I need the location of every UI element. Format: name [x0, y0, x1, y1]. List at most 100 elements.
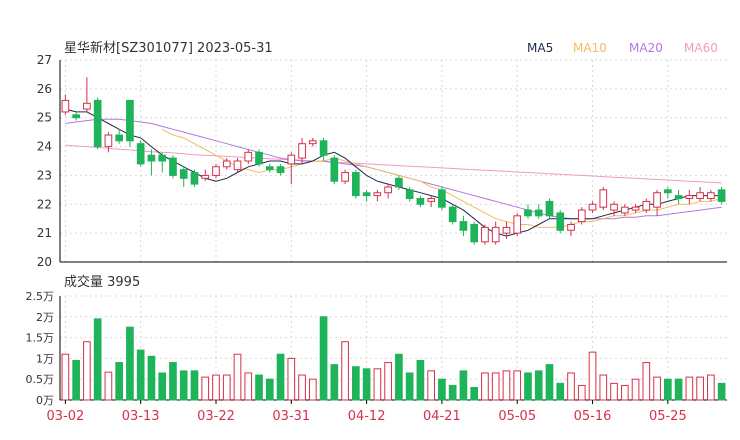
volume-bar [61, 353, 70, 401]
candle [362, 189, 371, 202]
candle-body [405, 189, 414, 200]
volume-bar [179, 370, 188, 401]
volume-bar [556, 382, 565, 401]
price-tick-label: 22 [37, 197, 52, 211]
volume-bar [244, 372, 253, 401]
volume-bar [233, 353, 242, 401]
volume-bar [158, 372, 167, 401]
chart-title: 星华新材[SZ301077] 2023-05-31 [64, 40, 273, 56]
date-tick-label: 03-02 [46, 409, 84, 424]
legend-ma10: MA10 [573, 41, 607, 55]
volume-bar [362, 368, 371, 401]
volume-bar [707, 374, 715, 401]
candle-body [459, 221, 468, 231]
price-tick-label: 20 [37, 255, 52, 269]
volume-bar [663, 378, 672, 401]
volume-bar [352, 366, 360, 401]
candle-body [104, 134, 113, 148]
candle [126, 99, 134, 147]
candle [233, 158, 242, 173]
volume-bar [395, 353, 403, 401]
candle-body [448, 206, 457, 223]
volume-bar [545, 364, 554, 401]
volume-bar [685, 376, 694, 401]
candle-body [287, 154, 296, 165]
candle [513, 212, 522, 237]
volume-bar [287, 357, 296, 401]
candle [631, 204, 640, 213]
candle [93, 97, 102, 150]
date-tick-label: 05-25 [649, 409, 687, 424]
volume-bar [653, 376, 661, 401]
candle [567, 221, 575, 237]
volume-bar [534, 370, 543, 401]
candle [707, 189, 715, 202]
candle [395, 175, 403, 190]
volume-tick-label: 1万 [36, 352, 54, 365]
volume-bar [416, 359, 425, 401]
volume-bar [717, 382, 726, 401]
volume-bar [319, 316, 328, 401]
volume-bar [169, 362, 177, 401]
price-tick-label: 26 [37, 82, 52, 96]
candle-body [653, 192, 661, 208]
candle-body [190, 172, 199, 185]
candle-body [438, 189, 446, 208]
volume-bar [631, 378, 640, 401]
candle-body [362, 192, 371, 197]
volume-bar [620, 384, 629, 401]
candle-body [115, 134, 124, 142]
volume-bar [642, 362, 651, 401]
candle-body [416, 198, 425, 205]
candle [244, 149, 253, 164]
candle-body [352, 172, 360, 197]
volume-bar [405, 372, 414, 401]
candle-body [276, 166, 285, 174]
volume-title: 成交量 3995 [64, 274, 140, 290]
price-axis: 27 26 25 24 23 22 21 20 [37, 53, 727, 269]
volume-bar [115, 362, 124, 401]
price-tick-label: 27 [37, 53, 52, 67]
price-tick-label: 24 [37, 140, 52, 154]
volume-bar [83, 341, 91, 401]
candle-body [93, 99, 102, 148]
candle-body [308, 140, 317, 145]
candle-body [147, 154, 156, 162]
date-tick-label: 03-13 [122, 409, 160, 424]
volume-bar [330, 364, 339, 401]
candle [588, 201, 597, 213]
volume-bar [448, 384, 457, 401]
volume-bar [298, 374, 306, 401]
volume-bar [588, 351, 597, 401]
candle-body [255, 151, 263, 165]
volume-tick-label: 1.5万 [26, 332, 55, 345]
candle [330, 155, 339, 185]
candle [405, 186, 414, 202]
date-tick-label: 04-21 [423, 409, 461, 424]
candle [255, 149, 263, 167]
candle-body [481, 226, 489, 243]
candle-body [470, 223, 479, 243]
candle [577, 207, 586, 225]
candle [448, 204, 457, 225]
candle [620, 204, 629, 216]
candle [653, 189, 661, 216]
candle [610, 201, 618, 216]
date-tick-label: 05-05 [498, 409, 536, 424]
volume-tick-label: 0万 [36, 394, 54, 407]
candle-body [233, 160, 242, 171]
candle [524, 204, 532, 219]
candle [104, 132, 113, 153]
volume-bar [502, 370, 511, 401]
candle-body [707, 192, 715, 200]
volume-bar [136, 349, 145, 401]
candle-body [265, 166, 274, 171]
candle [265, 163, 274, 173]
volume-bar [567, 372, 575, 401]
candle-body [524, 209, 532, 217]
candle [674, 189, 683, 205]
candle-body [201, 174, 210, 179]
candle-body [61, 99, 70, 113]
candle [212, 163, 220, 179]
